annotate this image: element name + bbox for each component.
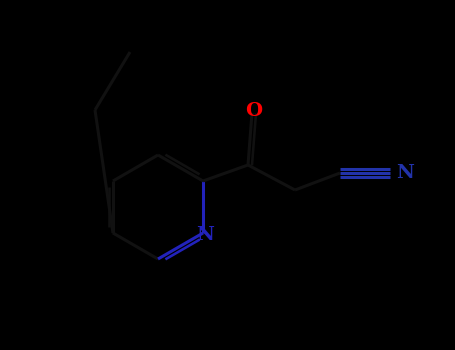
Text: O: O	[245, 102, 263, 120]
Text: N: N	[396, 164, 414, 182]
Text: N: N	[196, 226, 214, 244]
